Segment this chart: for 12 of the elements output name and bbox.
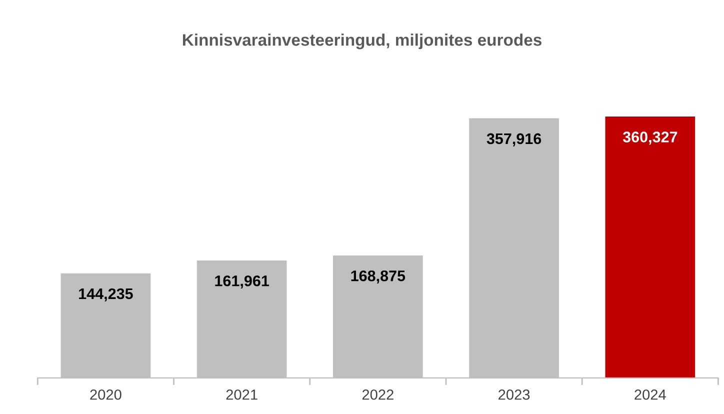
- bar: [605, 116, 696, 378]
- x-tick-label: 2021: [226, 389, 258, 400]
- x-tick-label: 2023: [498, 389, 530, 400]
- data-label: 168,875: [351, 270, 406, 284]
- x-tick-label: 2024: [634, 389, 666, 400]
- data-label: 360,327: [622, 132, 678, 145]
- x-tick-label: 2020: [90, 389, 122, 400]
- x-tick-label: 2022: [362, 389, 394, 400]
- data-label: 161,961: [215, 275, 270, 288]
- chart-title: Kinnisvarainvesteeringud, miljonites eurodes: [182, 34, 542, 50]
- data-label: 144,235: [79, 288, 133, 302]
- data-label: 357,916: [486, 133, 542, 146]
